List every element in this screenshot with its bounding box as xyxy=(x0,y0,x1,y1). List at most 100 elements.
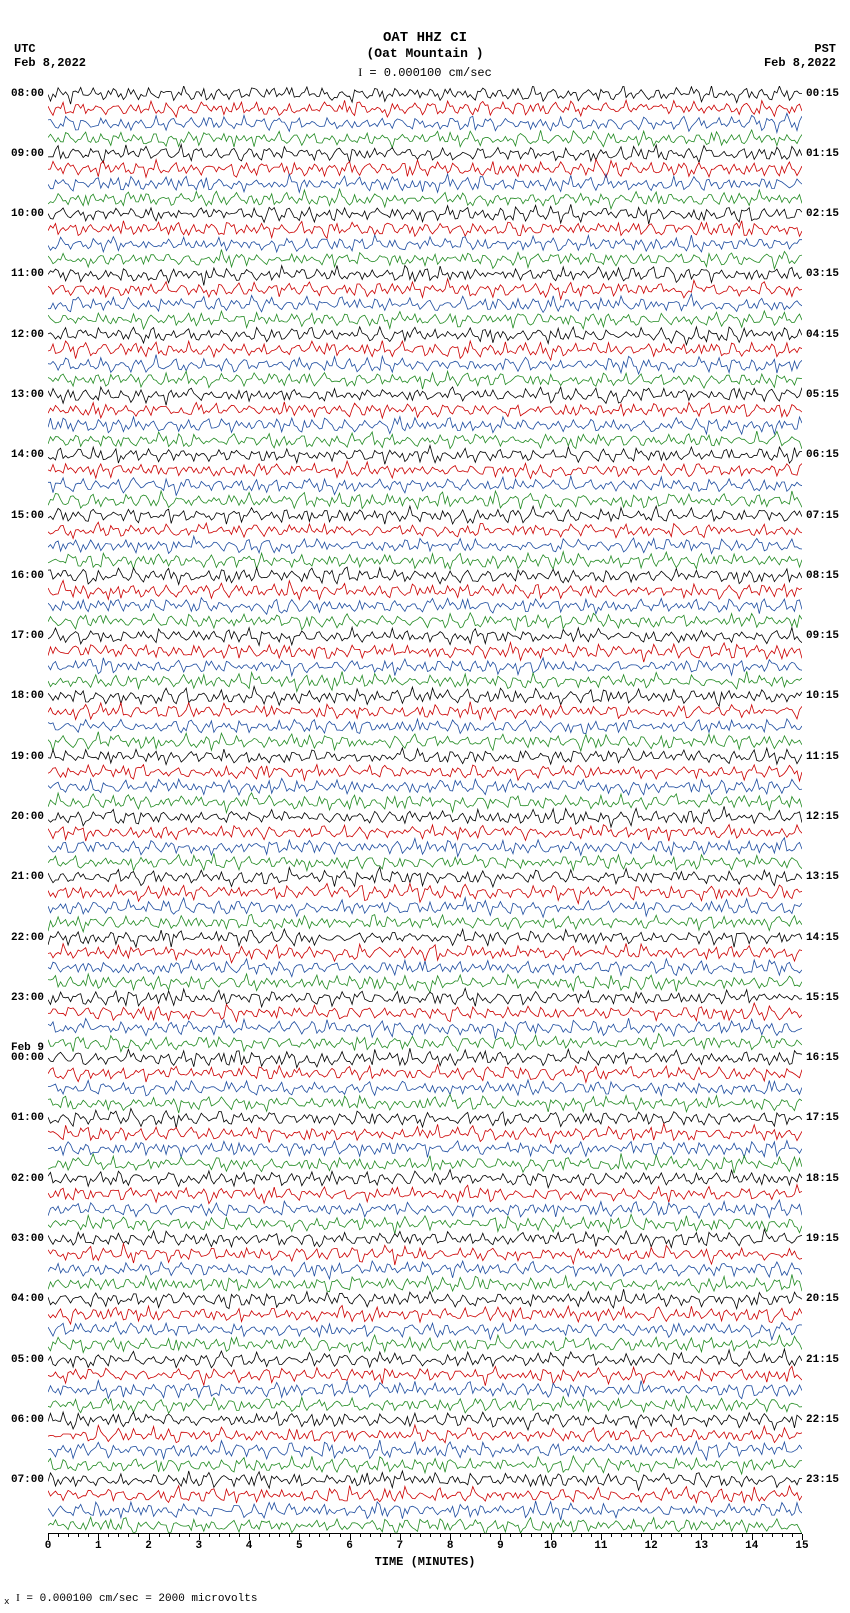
x-tick-label: 1 xyxy=(95,1540,102,1552)
x-tick-minor xyxy=(722,1534,723,1537)
x-tick-minor xyxy=(521,1534,522,1537)
x-tick-minor xyxy=(289,1534,290,1537)
pst-block: PST Feb 8,2022 xyxy=(764,42,836,70)
trace-row xyxy=(48,341,802,361)
trace-row xyxy=(48,250,802,269)
trace-row xyxy=(48,613,802,631)
x-tick-minor xyxy=(219,1534,220,1537)
trace-row xyxy=(48,1486,802,1504)
x-tick-minor xyxy=(340,1534,341,1537)
trace-row xyxy=(48,943,802,962)
trace-row xyxy=(48,1141,802,1158)
x-tick-minor xyxy=(430,1534,431,1537)
trace-row xyxy=(48,825,802,842)
utc-hour-label: 04:00 xyxy=(11,1293,44,1305)
x-tick-label: 3 xyxy=(195,1540,202,1552)
x-tick-minor xyxy=(571,1534,572,1537)
x-tick-minor xyxy=(611,1534,612,1537)
pst-hour-label: 17:15 xyxy=(806,1112,839,1124)
pst-hour-label: 10:15 xyxy=(806,690,839,702)
pst-hour-label: 13:15 xyxy=(806,871,839,883)
scale-line: I = 0.000100 cm/sec xyxy=(0,65,850,80)
x-tick-label: 10 xyxy=(544,1540,557,1552)
x-tick-minor xyxy=(269,1534,270,1537)
x-tick-minor xyxy=(189,1534,190,1537)
trace-row xyxy=(48,1214,802,1234)
trace-row xyxy=(48,732,802,751)
utc-hour-label: 03:00 xyxy=(11,1233,44,1245)
trace-row xyxy=(48,748,802,765)
x-axis-title: TIME (MINUTES) xyxy=(48,1555,802,1569)
x-tick-minor xyxy=(259,1534,260,1537)
x-axis: 0123456789101112131415 TIME (MINUTES) xyxy=(48,1533,802,1573)
x-tick-minor xyxy=(762,1534,763,1537)
trace-row xyxy=(48,522,802,538)
header: OAT HHZ CI (Oat Mountain ) I = 0.000100 … xyxy=(0,30,850,80)
trace-row xyxy=(48,1048,802,1068)
x-tick-label: 4 xyxy=(246,1540,253,1552)
x-ticks: 0123456789101112131415 xyxy=(48,1533,802,1548)
trace-row xyxy=(48,1109,802,1129)
utc-hour-label: 00:00 xyxy=(11,1052,44,1064)
trace-row xyxy=(48,959,802,977)
x-tick-label: 6 xyxy=(346,1540,353,1552)
trace-row xyxy=(48,294,802,312)
x-tick-minor xyxy=(712,1534,713,1537)
pst-hour-label: 14:15 xyxy=(806,932,839,944)
x-tick-minor xyxy=(732,1534,733,1537)
x-tick-minor xyxy=(681,1534,682,1537)
x-tick-minor xyxy=(329,1534,330,1537)
trace-row xyxy=(48,311,802,329)
x-tick-minor xyxy=(169,1534,170,1537)
x-tick-label: 15 xyxy=(795,1540,808,1552)
x-tick-minor xyxy=(490,1534,491,1537)
trace-row xyxy=(48,598,802,615)
utc-hour-label: 21:00 xyxy=(11,871,44,883)
x-tick-label: 5 xyxy=(296,1540,303,1552)
trace-row xyxy=(48,130,802,148)
x-tick-minor xyxy=(742,1534,743,1537)
scale-text: = 0.000100 cm/sec xyxy=(369,66,491,80)
utc-hour-label: 13:00 xyxy=(11,389,44,401)
pst-hour-label: 22:15 xyxy=(806,1414,839,1426)
x-tick-minor xyxy=(470,1534,471,1537)
x-tick-minor xyxy=(510,1534,511,1537)
x-tick-label: 9 xyxy=(497,1540,504,1552)
trace-row xyxy=(48,145,802,163)
x-tick-minor xyxy=(209,1534,210,1537)
trace-row xyxy=(48,793,802,813)
trace-row xyxy=(48,446,802,465)
trace-row xyxy=(48,355,802,374)
trace-row xyxy=(48,765,802,781)
trace-row xyxy=(48,1034,802,1052)
x-tick-minor xyxy=(420,1534,421,1537)
x-tick-label: 8 xyxy=(447,1540,454,1552)
utc-hour-label: 20:00 xyxy=(11,811,44,823)
x-tick-label: 7 xyxy=(397,1540,404,1552)
trace-row xyxy=(48,1456,802,1474)
x-tick-label: 13 xyxy=(695,1540,708,1552)
trace-row xyxy=(48,1366,802,1386)
x-tick-minor xyxy=(128,1534,129,1537)
trace-row xyxy=(48,974,802,992)
x-tick-minor xyxy=(591,1534,592,1537)
trace-row xyxy=(48,1153,802,1173)
footer-scale-text: = 0.000100 cm/sec = 2000 microvolts xyxy=(26,1593,257,1605)
trace-row xyxy=(48,1003,802,1022)
x-tick-minor xyxy=(108,1534,109,1537)
pst-hour-label: 04:15 xyxy=(806,329,839,341)
x-tick-minor xyxy=(88,1534,89,1537)
x-tick-minor xyxy=(78,1534,79,1537)
x-tick-minor xyxy=(138,1534,139,1537)
utc-hour-label: 06:00 xyxy=(11,1414,44,1426)
pst-hour-label: 06:15 xyxy=(806,449,839,461)
pst-hour-labels: 00:1501:1502:1503:1504:1505:1506:1507:15… xyxy=(802,86,850,1533)
trace-row xyxy=(48,642,802,662)
station-title: OAT HHZ CI xyxy=(0,30,850,46)
trace-row xyxy=(48,1335,802,1353)
x-tick-minor xyxy=(782,1534,783,1537)
x-tick-label: 0 xyxy=(45,1540,52,1552)
trace-row xyxy=(48,1517,802,1533)
trace-row xyxy=(48,581,802,600)
x-tick-minor xyxy=(179,1534,180,1537)
